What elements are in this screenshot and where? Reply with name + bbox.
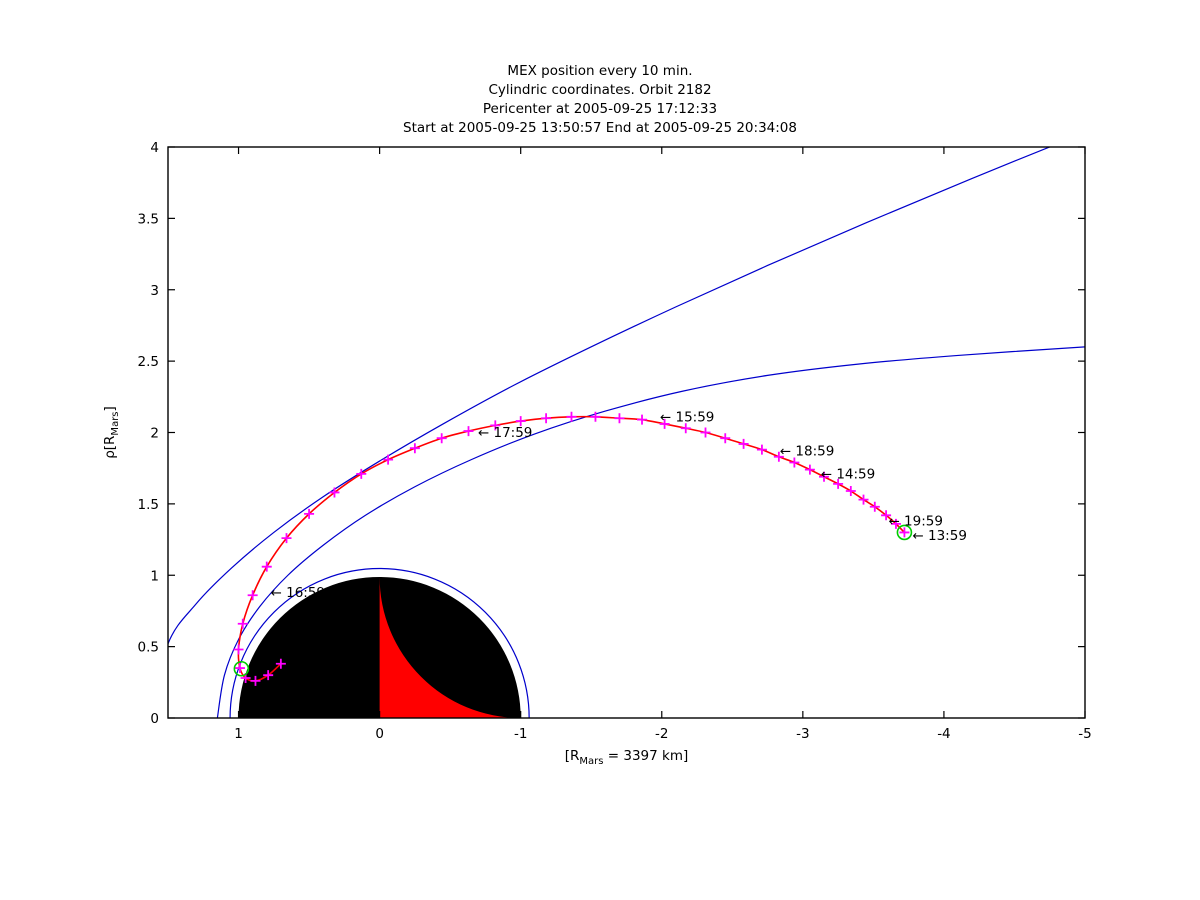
curves-layer [168,147,1085,718]
trajectory-marker [738,438,749,449]
trajectory-marker [304,508,315,519]
trajectory-markers: ← 15:59 ← 17:59 ← 18:59 ← 14:59 ← 19:59← 13:… [233,409,967,686]
title-line-3: Pericenter at 2005-09-25 17:12:33 [482,101,718,117]
title-line-4: Start at 2005-09-25 13:50:57 End at 2005… [403,120,797,136]
start-endpoint [896,524,913,541]
trajectory-marker [789,457,800,468]
boundary-curve-2 [216,346,1085,718]
trajectory-marker [237,618,248,629]
figure-title-block: MEX position every 10 min. Cylindric coo… [0,62,1200,138]
trajectory-marker [233,644,244,655]
x-tick-label: 1 [234,726,243,742]
trajectory-marker [261,561,272,572]
y-axis-label: ρ[RMars] [102,406,121,459]
trajectory-marker [819,471,830,482]
trajectory-marker [890,518,901,529]
trajectory-marker [881,510,892,521]
trajectory-marker [356,468,367,479]
trajectory-marker [463,426,474,437]
y-tick-label: 2 [150,426,159,442]
trajectory-marker [869,501,880,512]
trajectory-marker [590,411,601,422]
y-axis-label-group: ρ[RMars] [102,406,121,459]
trajectory-marker [409,443,420,454]
trajectory-marker [515,416,526,427]
annotation-label: ← 16:59 [271,585,326,601]
y-tick-label: 1.5 [138,497,159,513]
y-tick-label: 0.5 [138,640,159,656]
boundary-curve-1 [168,147,1052,646]
trajectory-marker [490,420,501,431]
x-tick-label: -3 [796,726,809,742]
annotation-label: ← 15:59 [660,409,715,425]
x-tick-label: -5 [1078,726,1091,742]
trajectory-marker [858,494,869,505]
y-tick-label: 1 [150,568,159,584]
x-tick-label: 0 [375,726,384,742]
trajectory-marker [680,423,691,434]
trajectory-marker [247,590,258,601]
trajectory-marker [566,411,577,422]
trajectory-marker [281,533,292,544]
trajectory-marker [234,663,245,674]
x-tick-label: -2 [655,726,668,742]
trajectory-marker [637,414,648,425]
trajectory-marker [756,444,767,455]
trajectory-marker [720,433,731,444]
trajectory-marker [845,486,856,497]
trajectory-marker [833,478,844,489]
annotation-label: ← 17:59 [478,425,533,441]
trajectory-marker [614,413,625,424]
annotation-label: ← 14:59 [821,466,876,482]
mars-dayside-fill [379,576,521,718]
trajectory-marker [329,487,340,498]
y-tick-label: 2.5 [138,354,159,370]
y-tick-label: 3.5 [138,211,159,227]
annotation-label: ← 13:59 [912,528,967,544]
trajectory-marker [899,527,910,538]
end-endpoint [233,660,250,677]
x-tick-label: -4 [937,726,950,742]
y-tick-label: 3 [150,283,159,299]
ionopause-circle [229,568,530,718]
x-axis-label: [RMars = 3397 km] [565,748,689,767]
x-tick-label: -1 [514,726,527,742]
trajectory-marker [659,418,670,429]
title-line-1: MEX position every 10 min. [507,63,693,79]
trajectory-marker [700,427,711,438]
trajectory-marker [773,451,784,462]
trajectory-marker [541,413,552,424]
y-tick-label: 4 [150,140,159,156]
trajectory-marker [804,464,815,475]
annotation-label: ← 19:59 [888,514,943,530]
y-tick-label: 0 [150,711,159,727]
trajectory-marker [436,433,447,444]
trajectory-marker [263,670,274,681]
title-line-2: Cylindric coordinates. Orbit 2182 [488,82,712,98]
trajectory-marker [250,675,261,686]
trajectory-marker [383,454,394,465]
annotation-label: ← 18:59 [780,444,835,460]
trajectory-marker [275,658,286,669]
